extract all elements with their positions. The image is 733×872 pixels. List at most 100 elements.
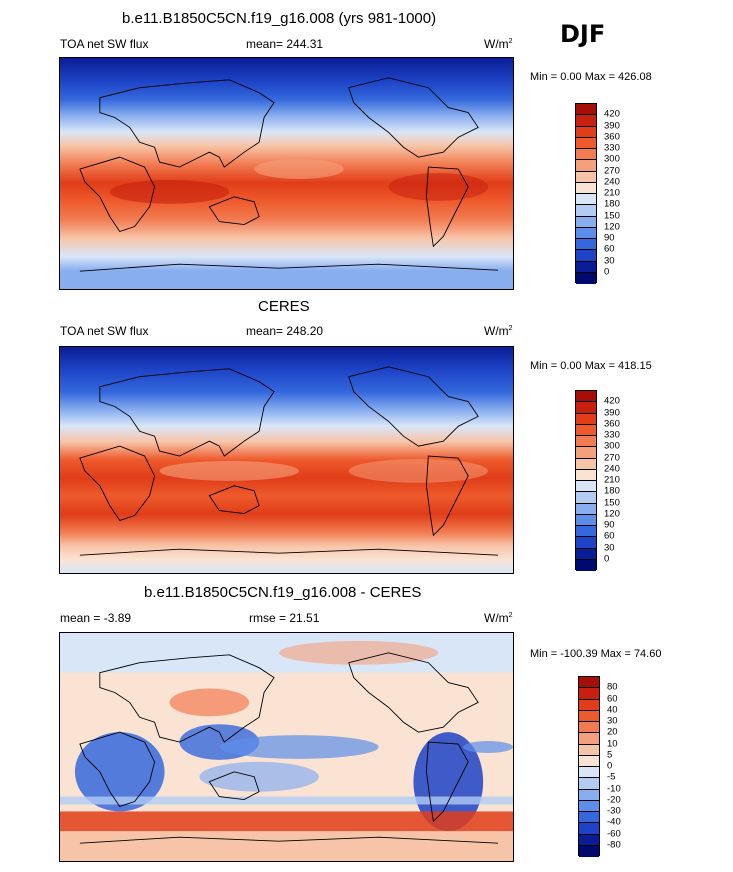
colorbar-seg (576, 469, 596, 481)
season-label: DJF (560, 20, 606, 48)
panel-2-units-base: W/m (484, 324, 509, 338)
colorbar-seg (576, 413, 596, 425)
panel-1-title: b.e11.B1850C5CN.f19_g16.008 (yrs 981-100… (122, 10, 437, 27)
colorbar-tick-label: 300 (604, 153, 620, 165)
colorbar-tick-label: -80 (607, 839, 621, 851)
panel-1-left-label: TOA net SW flux (60, 37, 149, 51)
colorbar-tick-label: 210 (604, 187, 620, 199)
colorbar-seg (579, 755, 599, 767)
colorbar-tick-label: 420 (604, 108, 620, 120)
colorbar-tick-label: 390 (604, 407, 620, 418)
colorbar-seg (579, 823, 599, 835)
panel-2-minmax: Min = 0.00 Max = 418.15 (530, 360, 652, 372)
colorbar-tick-label: 360 (604, 131, 620, 143)
panel-3-title: b.e11.B1850C5CN.f19_g16.008 - CERES (144, 584, 422, 601)
colorbar-tick-label: 390 (604, 120, 620, 131)
panel-3-units: W/m2 (484, 611, 513, 625)
panel-1-mean-label: mean= 244.31 (246, 37, 324, 51)
colorbar-seg (576, 239, 596, 251)
panel-3-colorbar (578, 676, 600, 857)
colorbar-tick-label: 30 (604, 255, 615, 266)
colorbar-seg (576, 548, 596, 560)
panel-2-units-sup: 2 (508, 325, 513, 332)
colorbar-seg (576, 126, 596, 138)
colorbar-seg (576, 526, 596, 538)
colorbar-tick-label: 0 (604, 266, 610, 278)
colorbar-seg (579, 800, 599, 812)
colorbar-tick-label: 300 (604, 440, 620, 452)
colorbar-tick-label: 330 (604, 429, 620, 441)
panel-1-units: W/m2 (484, 37, 513, 51)
colorbar-tick-label: -60 (607, 828, 621, 839)
colorbar-tick-label: 270 (604, 452, 620, 463)
colorbar-tick-label: 10 (607, 738, 618, 749)
colorbar-seg (576, 424, 596, 436)
colorbar-seg (576, 559, 596, 571)
colorbar-seg (579, 789, 599, 801)
colorbar-seg (576, 160, 596, 172)
colorbar-tick-label: 20 (607, 726, 618, 738)
panel-3-map (59, 632, 514, 862)
panel-2-units: W/m2 (484, 324, 513, 338)
colorbar-tick-label: 330 (604, 142, 620, 154)
colorbar-tick-label: -30 (607, 805, 621, 817)
colorbar-seg (579, 733, 599, 745)
colorbar-tick-label: 0 (607, 760, 613, 772)
colorbar-tick-label: -5 (607, 771, 616, 783)
colorbar-seg (576, 503, 596, 515)
colorbar-tick-label: 90 (604, 519, 615, 531)
colorbar-seg (576, 250, 596, 262)
colorbar-seg (576, 272, 596, 284)
panel-1-map-svg (60, 58, 513, 289)
colorbar-seg (576, 149, 596, 161)
colorbar-tick-label: 240 (604, 463, 620, 475)
colorbar-tick-label: 180 (604, 485, 620, 497)
colorbar-seg (576, 261, 596, 273)
colorbar-tick-label: -40 (607, 816, 621, 828)
colorbar-seg (576, 391, 596, 403)
panel-2-colorbar (575, 390, 597, 571)
colorbar-tick-label: 210 (604, 474, 620, 486)
colorbar-seg (579, 688, 599, 700)
colorbar-seg (576, 436, 596, 448)
panel-3-units-base: W/m (484, 611, 509, 625)
colorbar-tick-label: 270 (604, 165, 620, 176)
panel-2-map-svg (60, 347, 513, 573)
colorbar-tick-label: 360 (604, 418, 620, 430)
panel-2-mean-label: mean= 248.20 (246, 324, 324, 338)
colorbar-seg (579, 744, 599, 756)
colorbar-seg (579, 722, 599, 734)
colorbar-seg (576, 447, 596, 459)
colorbar-seg (576, 537, 596, 549)
colorbar-tick-label: 120 (604, 508, 620, 520)
colorbar-seg (579, 710, 599, 722)
colorbar-tick-label: 5 (607, 749, 613, 761)
colorbar-seg (576, 514, 596, 526)
colorbar-seg (579, 845, 599, 857)
panel-3-mean-label: mean = -3.89 (60, 611, 132, 625)
colorbar-seg (579, 778, 599, 790)
colorbar-tick-label: -20 (607, 794, 621, 806)
colorbar-tick-label: 0 (604, 553, 610, 565)
colorbar-seg (576, 182, 596, 194)
colorbar-tick-label: 40 (607, 704, 618, 716)
panel-1-minmax: Min = 0.00 Max = 426.08 (530, 71, 652, 83)
colorbar-seg (579, 699, 599, 711)
panel-1-map (59, 57, 514, 290)
colorbar-seg (576, 481, 596, 493)
colorbar-tick-label: 180 (604, 198, 620, 210)
colorbar-seg (576, 458, 596, 470)
colorbar-tick-label: 90 (604, 232, 615, 244)
colorbar-tick-label: 150 (604, 210, 620, 221)
colorbar-seg (576, 492, 596, 504)
colorbar-tick-label: 150 (604, 497, 620, 508)
colorbar-seg (579, 767, 599, 779)
panel-1-colorbar (575, 103, 597, 284)
colorbar-tick-label: -10 (607, 783, 621, 794)
panel-2-map (59, 346, 514, 574)
colorbar-seg (579, 834, 599, 846)
colorbar-tick-label: 60 (607, 693, 618, 704)
colorbar-seg (576, 104, 596, 116)
colorbar-tick-label: 60 (604, 530, 615, 542)
colorbar-tick-label: 30 (607, 715, 618, 727)
